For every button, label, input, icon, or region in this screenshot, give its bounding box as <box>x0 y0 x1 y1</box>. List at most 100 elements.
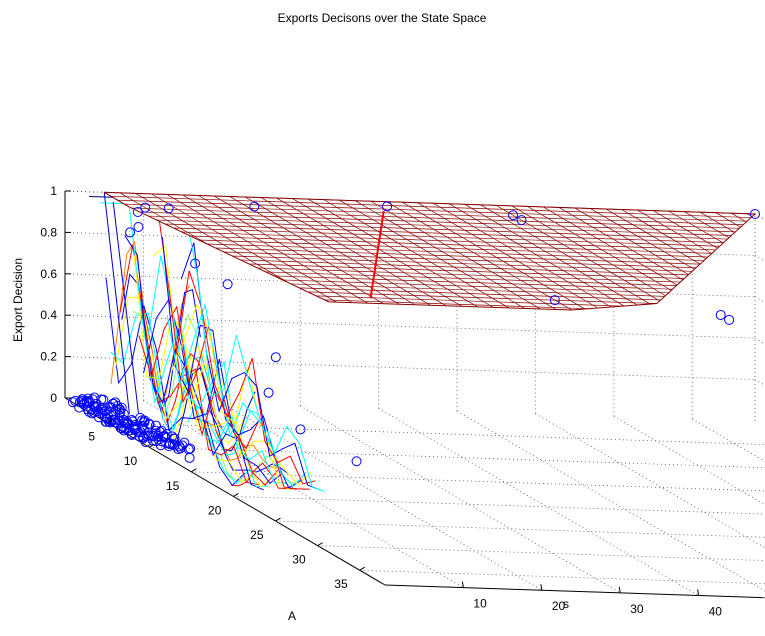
mesh-a-128 <box>232 255 693 272</box>
cluster-marker-117 <box>167 439 178 450</box>
a-tick-mark-2 <box>191 468 197 473</box>
cluster-marker-92 <box>169 440 180 451</box>
cluster-marker-111 <box>161 429 172 440</box>
cluster-marker-112 <box>74 402 85 413</box>
s-tick-label-0: 10 <box>473 597 487 611</box>
s-tick-mark-1 <box>540 584 543 591</box>
marker-18 <box>724 314 735 325</box>
cluster-marker-78 <box>140 437 151 448</box>
a-tick-label-4: 25 <box>250 528 264 542</box>
cluster-marker-103 <box>137 422 148 433</box>
floor-grid-s-7 <box>692 418 765 462</box>
cluster-marker-113 <box>183 444 194 455</box>
transition-line-15 <box>176 270 316 485</box>
transition-line-1 <box>110 312 250 485</box>
surface-mesh <box>89 191 757 492</box>
cluster-marker-137 <box>122 418 133 429</box>
data-markers <box>67 201 760 467</box>
mesh-a-112 <box>215 247 701 265</box>
z-axis-label: Export Decision <box>11 258 25 342</box>
transition-line-13 <box>166 304 307 488</box>
mesh-a-200 <box>307 291 657 304</box>
z-tick-label-1: 0.2 <box>40 350 57 364</box>
marker-13 <box>263 387 274 398</box>
floor-grid-a-5 <box>317 545 765 561</box>
s-tick-mark-0 <box>461 581 464 588</box>
s-axis-label: s <box>563 597 569 611</box>
marker-9 <box>125 227 136 238</box>
mesh-a-104 <box>207 243 704 261</box>
mesh-a-184 <box>290 283 665 297</box>
right-wall-grid-z-2 <box>754 337 765 345</box>
edge-drop-line-2 <box>112 201 139 414</box>
right-wall-grid-z-5 <box>754 213 765 221</box>
edge-drop-line-1 <box>103 192 130 415</box>
mesh-a-40 <box>139 211 736 233</box>
marker-14 <box>295 424 306 435</box>
a-tick-label-3: 20 <box>208 503 222 517</box>
mesh-s-51 <box>464 204 638 306</box>
mesh-a-152 <box>257 267 681 283</box>
cluster-marker-82 <box>99 411 110 422</box>
mesh-s-79 <box>684 211 730 239</box>
mesh-s-81 <box>699 211 735 233</box>
mesh-a-216 <box>324 299 589 310</box>
marker-2 <box>516 215 527 226</box>
s-tick-label-3: 40 <box>709 604 723 618</box>
marker-16 <box>549 295 560 306</box>
right-wall-grid-z-4 <box>754 255 765 262</box>
marker-1 <box>508 210 519 221</box>
cluster-marker-88 <box>99 406 110 417</box>
a-tick-label-0: 5 <box>88 430 95 444</box>
right-wall-grid-z-3 <box>754 296 765 304</box>
a-axis-line <box>64 397 386 586</box>
a-tick-label-1: 10 <box>124 454 138 468</box>
mesh-a-64 <box>165 223 724 244</box>
cluster-marker-122 <box>84 396 95 407</box>
floor-grid-s-3 <box>378 408 699 596</box>
marker-20 <box>184 452 195 463</box>
mesh-s-45 <box>417 202 599 309</box>
a-axis-label: A <box>288 609 296 623</box>
cluster-marker-123 <box>79 399 90 410</box>
z-tick-label-0: 0 <box>50 391 57 405</box>
cluster-marker-138 <box>98 394 109 405</box>
mesh-a-16 <box>117 199 748 222</box>
transition-line-6 <box>133 255 274 488</box>
mesh-a-144 <box>248 263 685 279</box>
mesh-a-160 <box>265 271 677 286</box>
floor-grid-s-6 <box>613 415 765 506</box>
mesh-s-67 <box>590 208 695 270</box>
chart-title: Exports Decisons over the State Space <box>278 11 487 25</box>
marker-4 <box>249 201 260 212</box>
cluster-marker-115 <box>115 407 126 418</box>
mesh-a-136 <box>240 259 689 276</box>
transition-line-17 <box>185 216 326 492</box>
cluster-marker-131 <box>121 416 132 427</box>
mesh-a-0 <box>104 191 756 215</box>
floor-grid-s-4 <box>456 410 765 592</box>
cluster-marker-120 <box>76 396 87 407</box>
cluster-marker-110 <box>81 397 92 408</box>
z-tick-label-3: 0.6 <box>40 267 57 281</box>
marker-10 <box>190 258 201 269</box>
mesh-a-8 <box>110 195 752 218</box>
red-spike <box>369 210 385 299</box>
cluster-marker-135 <box>83 406 94 417</box>
z-tick-label-4: 0.8 <box>40 225 57 239</box>
s-tick-labels: 1020304050607080 <box>461 581 723 618</box>
mesh-s-5 <box>104 192 130 208</box>
back-wall-grid-z-2 <box>64 314 756 339</box>
marker-7 <box>132 206 143 217</box>
floor-grid-s-1 <box>221 402 543 591</box>
s-axis-line <box>384 584 765 599</box>
a-tick-mark-3 <box>233 492 239 497</box>
mesh-a-32 <box>131 207 740 229</box>
a-tick-labels: 5 10 15 20 25 30 35 <box>88 419 365 591</box>
transition-curve-7 <box>165 344 245 445</box>
z-tick-label-2: 0.4 <box>40 308 57 322</box>
mesh-a-88 <box>190 235 712 254</box>
s-tick-mark-2 <box>618 586 621 593</box>
right-wall-grid-z-1 <box>754 379 765 386</box>
marker-11 <box>222 279 233 290</box>
